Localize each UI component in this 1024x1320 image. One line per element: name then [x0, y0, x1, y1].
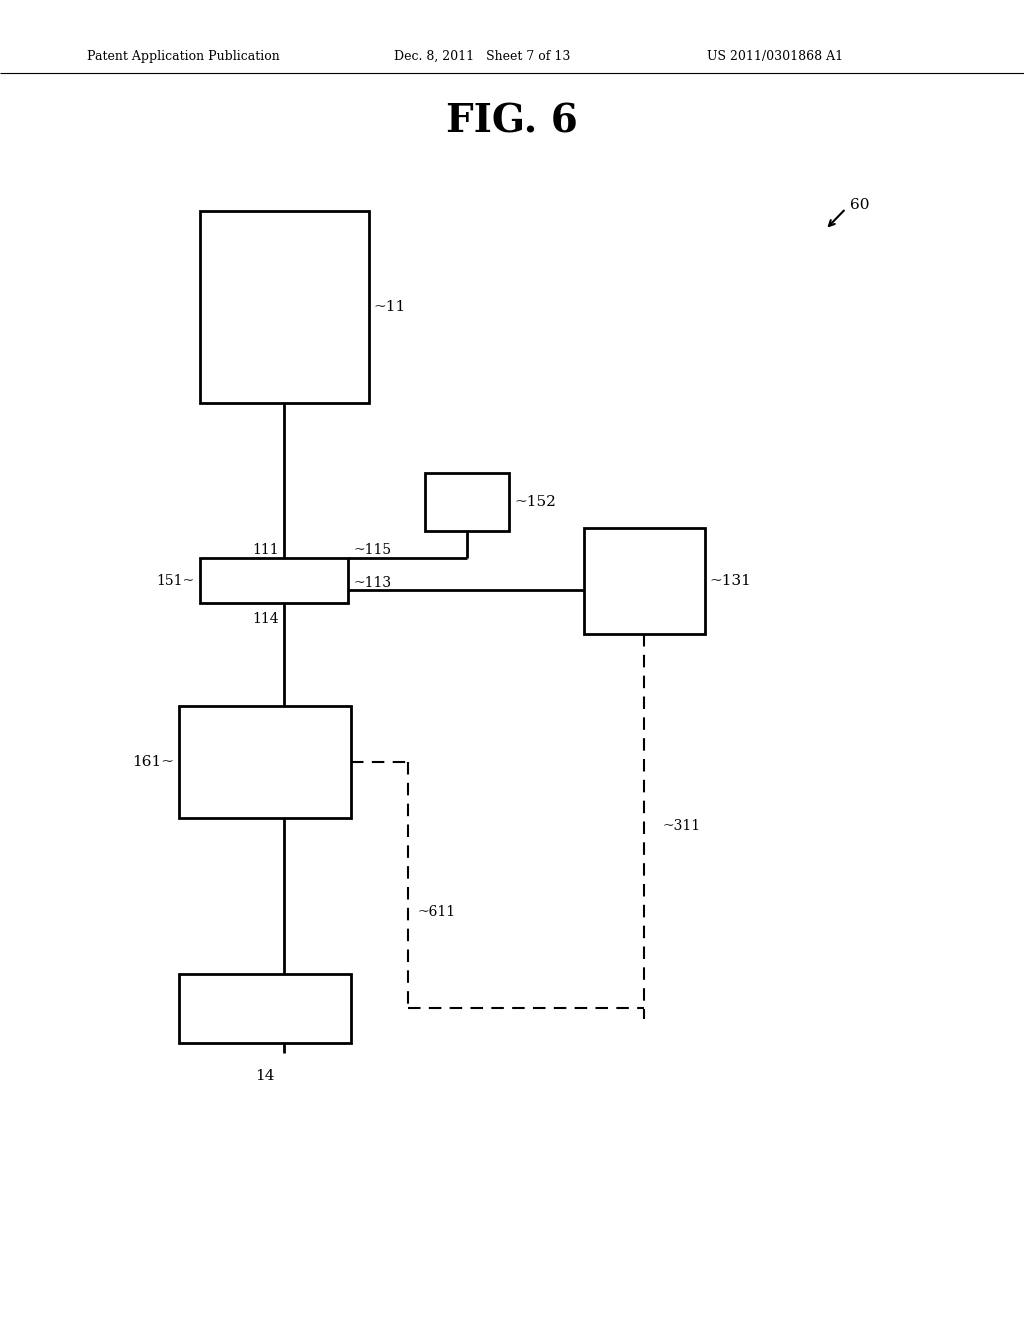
Text: ~115: ~115 [353, 544, 391, 557]
Text: US 2011/0301868 A1: US 2011/0301868 A1 [707, 50, 843, 63]
Text: FIG. 6: FIG. 6 [446, 103, 578, 140]
Bar [584, 528, 705, 634]
Text: 60: 60 [850, 198, 869, 211]
Text: 161~: 161~ [132, 755, 174, 770]
Text: 151~: 151~ [157, 574, 195, 587]
Bar [179, 974, 351, 1043]
Bar [425, 473, 509, 531]
Text: 111: 111 [252, 544, 279, 557]
Bar [200, 558, 348, 603]
Text: 14: 14 [255, 1069, 275, 1082]
Text: ~311: ~311 [663, 820, 700, 833]
Bar [179, 706, 351, 818]
Text: ~131: ~131 [710, 574, 752, 587]
Text: Patent Application Publication: Patent Application Publication [87, 50, 280, 63]
Text: ~152: ~152 [514, 495, 556, 508]
Text: 114: 114 [252, 612, 279, 626]
Text: ~113: ~113 [353, 576, 391, 590]
Text: ~11: ~11 [374, 300, 406, 314]
Text: ~611: ~611 [418, 904, 456, 919]
Text: Dec. 8, 2011   Sheet 7 of 13: Dec. 8, 2011 Sheet 7 of 13 [394, 50, 570, 63]
Bar [200, 211, 369, 403]
